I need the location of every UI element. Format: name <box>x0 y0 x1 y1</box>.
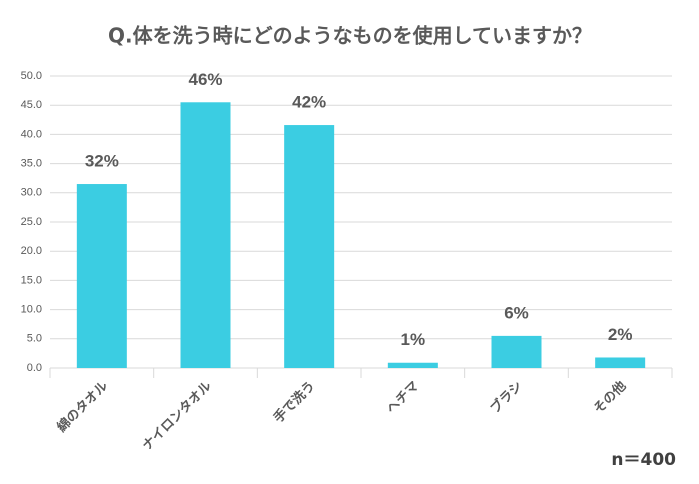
y-tick-label: 45.0 <box>21 99 42 111</box>
value-label: 2% <box>608 325 633 344</box>
y-tick-label: 50.0 <box>21 70 42 82</box>
bar <box>595 357 646 368</box>
y-tick-label: 30.0 <box>21 187 42 199</box>
y-tick-label: 20.0 <box>21 245 42 257</box>
x-tick-label: ヘチマ <box>384 379 422 417</box>
y-tick-label: 25.0 <box>21 216 42 228</box>
value-label: 46% <box>188 70 222 89</box>
y-tick-label: 35.0 <box>21 158 42 170</box>
x-tick-label: その他 <box>591 378 630 417</box>
bar <box>180 102 231 368</box>
y-tick-label: 10.0 <box>21 304 42 316</box>
x-tick-label: ブラシ <box>487 378 526 417</box>
x-tick-label: 手で洗う <box>270 378 318 426</box>
y-tick-label: 5.0 <box>27 333 42 345</box>
value-label: 42% <box>292 93 326 112</box>
y-tick-label: 15.0 <box>21 274 42 286</box>
y-tick-label: 0.0 <box>27 362 42 374</box>
x-tick-label: ナイロンタオル <box>140 379 215 454</box>
chart-title: Q.体を洗う時にどのようなものを使用していますか？ <box>108 24 592 48</box>
x-tick-label: 綿のタオル <box>54 378 111 435</box>
bar <box>76 184 127 368</box>
bar <box>387 362 438 368</box>
bar <box>284 125 335 368</box>
sample-size: n＝400 <box>611 450 676 470</box>
value-label: 6% <box>504 303 529 322</box>
value-label: 32% <box>85 152 119 171</box>
bar <box>491 335 542 368</box>
y-tick-label: 40.0 <box>21 128 42 140</box>
value-label: 1% <box>401 330 426 349</box>
